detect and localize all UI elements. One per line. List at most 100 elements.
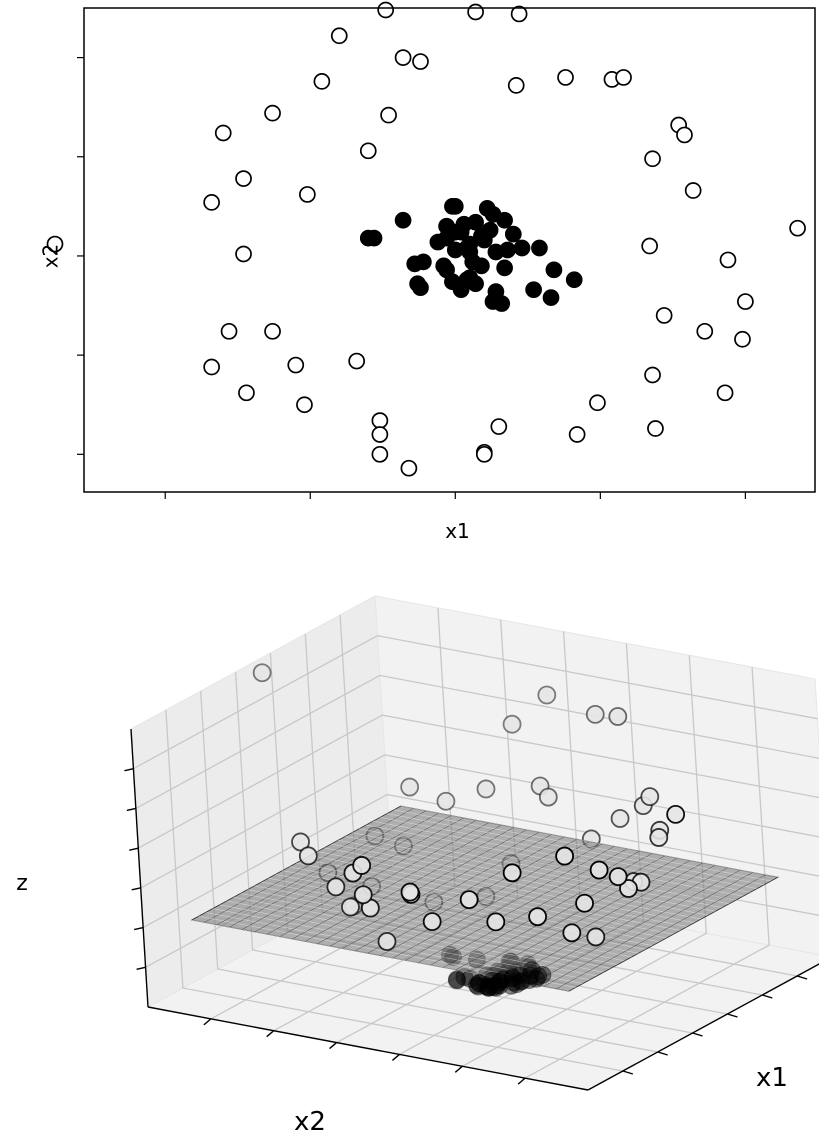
open-point-3d (436, 791, 456, 811)
z-tick (126, 807, 137, 812)
filled-point (565, 271, 583, 289)
filled-point-3d (503, 968, 522, 987)
open-point-3d (352, 856, 372, 875)
filled-point-3d (521, 966, 540, 985)
open-point (490, 418, 508, 435)
open-point-3d (537, 685, 557, 705)
scatter-3d-points (190, 663, 780, 997)
open-point (412, 53, 429, 70)
filled-point (496, 259, 513, 277)
open-point (235, 245, 252, 263)
filled-point-3d (483, 971, 502, 990)
open-point-3d (619, 879, 638, 898)
open-point (296, 396, 313, 414)
z-gridline (137, 714, 819, 849)
filled-point-3d (448, 970, 467, 989)
filled-point-3d (486, 978, 505, 997)
filled-point-3d (490, 976, 509, 995)
open-point-3d (610, 809, 630, 828)
open-point-3d (640, 787, 660, 806)
z-gridline (142, 793, 819, 929)
open-point (203, 194, 220, 211)
filled-point (467, 213, 484, 231)
z-gridline (135, 674, 819, 809)
z-tick (124, 768, 134, 772)
filled-point-3d (520, 970, 539, 989)
open-point-3d (252, 663, 272, 683)
open-point (568, 426, 586, 443)
scatter-2d-points (46, 1, 806, 477)
filled-point-3d (513, 971, 532, 990)
x2-axis-label-3d: x2 (294, 1107, 326, 1135)
open-point-3d (377, 932, 397, 951)
filled-point-3d (511, 972, 530, 991)
open-point (716, 384, 734, 402)
filled-point-3d (494, 970, 513, 989)
plane-wire (518, 867, 728, 982)
x2-tick (329, 1042, 338, 1050)
open-point-3d (326, 877, 346, 897)
open-point-3d (608, 707, 628, 726)
open-point (287, 356, 305, 374)
open-point (696, 322, 714, 340)
open-point-3d (476, 779, 496, 799)
axes-3d-ticks (124, 728, 819, 1091)
x1-tick (622, 1070, 634, 1075)
filled-point (504, 225, 522, 243)
open-point (299, 186, 316, 203)
x2-axis-line (147, 1006, 589, 1091)
x2-tick (266, 1030, 275, 1038)
open-point (264, 104, 281, 122)
open-point-3d (298, 846, 318, 866)
open-point (655, 307, 673, 324)
open-point (676, 126, 693, 144)
x-axis-ticks (164, 492, 746, 499)
filled-point (394, 211, 412, 229)
filled-point-3d (480, 978, 499, 997)
x1-tick (762, 994, 773, 999)
filled-point (446, 198, 464, 215)
x1-tick (796, 975, 808, 980)
open-point (475, 445, 493, 463)
filled-point (412, 279, 429, 297)
plane-wire (366, 824, 744, 897)
filled-point (415, 253, 432, 271)
open-point-3d (538, 787, 558, 807)
open-point-3d (586, 927, 606, 947)
open-point (557, 69, 574, 86)
filled-point (513, 239, 531, 257)
filled-point-3d (476, 977, 495, 996)
z-axis-line (130, 728, 149, 1008)
open-point-3d (353, 885, 373, 905)
y-gridline (200, 690, 658, 1053)
open-point (507, 77, 525, 94)
open-point-3d (666, 804, 686, 824)
filled-point (475, 231, 493, 249)
filled-point-3d (469, 977, 488, 996)
scatter-2d-plot: x1 x2 (39, 1, 816, 543)
x1-axis-label-3d: x1 (756, 1063, 788, 1093)
filled-point-3d (470, 974, 489, 993)
plane-wire (531, 869, 741, 985)
z-tick (131, 887, 141, 891)
open-point-3d (502, 714, 522, 734)
open-point (313, 73, 331, 90)
open-point (380, 106, 397, 124)
plane-wire (556, 874, 766, 989)
open-point-3d (486, 912, 506, 932)
filled-point-3d (487, 976, 506, 995)
x-gridline (524, 667, 770, 1079)
filled-point-3d (504, 973, 523, 992)
open-point (684, 182, 702, 199)
open-point-3d (341, 897, 360, 917)
open-point (371, 426, 389, 443)
open-point-3d (585, 704, 605, 724)
filled-point-3d (527, 969, 546, 988)
filled-point-3d (503, 969, 522, 988)
open-point-3d (649, 828, 669, 847)
z-tick (136, 966, 146, 970)
filled-point-3d (490, 972, 509, 991)
open-point-3d (291, 832, 310, 852)
x2-tick (391, 1053, 400, 1061)
